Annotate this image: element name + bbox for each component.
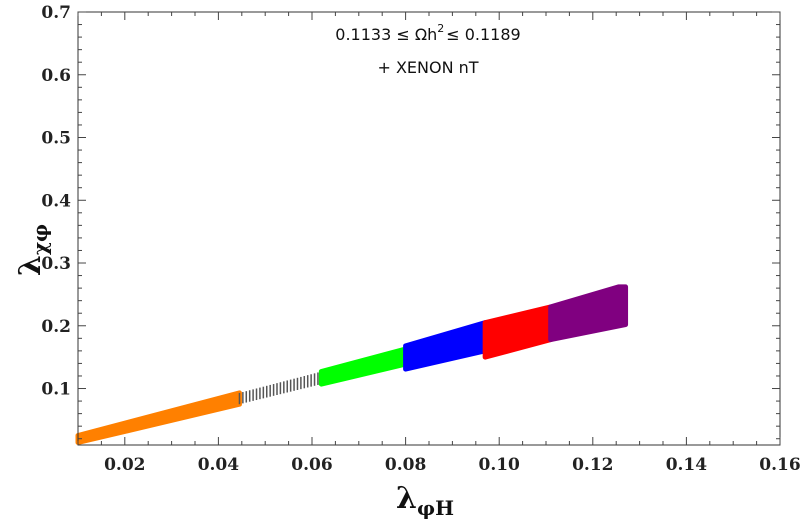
x-tick-label: 0.02: [104, 455, 145, 475]
x-tick-label: 0.10: [478, 455, 520, 475]
series-band-4: [403, 320, 488, 372]
y-tick-label: 0.4: [41, 191, 71, 211]
x-axis-title: λφH: [396, 481, 454, 520]
data-region-layer: [75, 284, 629, 445]
y-tick-label: 0.1: [41, 380, 71, 400]
y-tick-label: 0.7: [41, 3, 71, 23]
x-tick-label: 0.04: [198, 455, 240, 475]
x-tick-label: 0.06: [291, 455, 332, 475]
series-band-5: [482, 304, 554, 360]
x-tick-label: 0.12: [572, 455, 613, 475]
y-tick-label: 0.6: [41, 66, 71, 86]
x-tick-label: 0.14: [666, 455, 708, 475]
tick-marks: [77, 11, 781, 445]
series-band-6: [548, 284, 629, 343]
x-tick-labels: 0.02 0.04 0.06 0.08 0.10 0.12 0.14 0.16: [104, 455, 800, 475]
y-tick-label: 0.3: [41, 254, 71, 274]
y-tick-label: 0.5: [41, 129, 71, 149]
series-hatched-gap: [238, 371, 323, 405]
series-band-3: [318, 346, 409, 387]
y-axis-title: λχφ: [13, 224, 52, 276]
y-tick-label: 0.2: [41, 317, 71, 337]
constraint-annotation: 0.1133 ≤ Ωh2 ≤ 0.1189: [335, 22, 520, 44]
xenon-annotation: + XENON nT: [377, 58, 478, 77]
series-band-1: [75, 390, 242, 445]
x-tick-label: 0.08: [385, 455, 426, 475]
y-tick-labels: 0.1 0.2 0.3 0.4 0.5 0.6 0.7: [41, 3, 71, 400]
x-tick-label: 0.16: [759, 455, 800, 475]
